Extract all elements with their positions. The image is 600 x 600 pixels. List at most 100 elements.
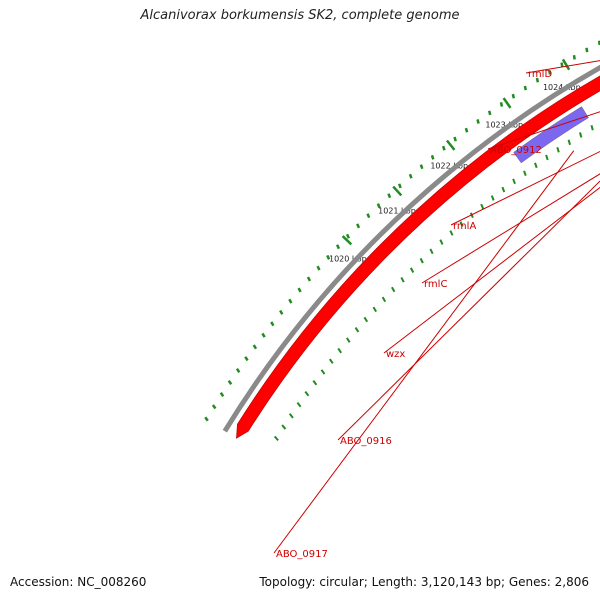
ring-dot	[487, 110, 492, 116]
ring-dot	[270, 321, 275, 327]
ring-dot	[376, 203, 381, 209]
inner-tick	[419, 257, 424, 264]
ring-dot	[511, 93, 516, 99]
ring-dot	[366, 213, 371, 219]
ring-dot	[408, 173, 413, 179]
ring-dot	[419, 164, 424, 170]
inner-tick	[400, 277, 405, 283]
callout-line	[525, 60, 600, 74]
ring-dot	[535, 77, 540, 83]
kbp-tick	[445, 139, 456, 151]
ring-dot	[453, 136, 457, 142]
kbp-tick	[561, 58, 571, 71]
outer-ticks	[341, 58, 571, 246]
gene-feature-band	[513, 106, 589, 164]
ring-dot	[523, 85, 527, 91]
inner-tick	[534, 162, 538, 169]
feature-track	[513, 106, 589, 164]
ring-dot	[279, 309, 284, 315]
ring-dot	[356, 223, 361, 229]
ring-dot	[297, 287, 302, 293]
inner-tick	[429, 248, 434, 255]
tick-labels: 1020 kbp 1021 kbp 1022 kbp 1023 kbp 1024 kbp…	[329, 83, 581, 264]
inner-tick	[281, 424, 287, 430]
ring-dot	[252, 344, 258, 350]
ring-dot	[244, 356, 249, 362]
inner-tick	[480, 203, 485, 210]
callout-line	[450, 150, 600, 226]
ring-dot	[548, 69, 552, 75]
ring-dot	[227, 379, 233, 385]
inner-tick	[391, 286, 396, 293]
ring-dot	[585, 47, 589, 53]
inner-tick	[439, 239, 444, 245]
kbp-tick-label: 1021 kbp	[378, 206, 416, 215]
ring-dot	[345, 233, 351, 239]
inner-tick	[273, 435, 279, 442]
callout-line	[273, 150, 575, 554]
inner-tick	[381, 296, 387, 303]
inner-tick	[459, 221, 464, 227]
ring-dot	[572, 54, 576, 60]
callout-line	[383, 186, 600, 354]
ring-dot	[441, 145, 446, 151]
inner-tick	[490, 195, 495, 201]
kbp-tick-label: 1022 kbp	[430, 162, 468, 171]
ring-dot	[499, 102, 504, 107]
inner-tick	[449, 230, 454, 236]
inner-tick	[523, 170, 527, 177]
ring-dot	[476, 119, 480, 124]
ring-dot	[211, 404, 217, 410]
ring-dot	[316, 265, 321, 271]
map-title: Alcanivorax borkumensis SK2, complete ge…	[0, 7, 600, 24]
inner-tick	[372, 306, 378, 313]
kbp-tick	[502, 97, 512, 109]
inner-tick	[304, 390, 310, 397]
gene-callouts: rmlD ABO_0912 rmlA rmlC wzx ABO_0916 ABO_0917	[273, 60, 600, 560]
inner-tick	[337, 347, 342, 354]
ring-dot	[387, 193, 392, 199]
ring-dot	[235, 368, 241, 373]
inner-tick	[556, 147, 560, 153]
inner-tick	[501, 186, 506, 193]
ring-dot	[204, 416, 209, 422]
map-title-text: Alcanivorax borkumensis SK2, complete ge…	[136, 7, 464, 24]
inner-tick	[578, 132, 583, 138]
ring-dot	[560, 62, 564, 68]
inner-tick	[312, 380, 318, 386]
ring-dot	[430, 154, 435, 160]
inner-tick	[409, 267, 415, 273]
callout-line	[337, 180, 600, 441]
kbp-tick-label: 1023 kbp	[485, 120, 523, 129]
ring-dot	[335, 244, 341, 250]
inner-tick	[545, 154, 549, 161]
ring-dot	[261, 332, 266, 338]
backbone-ring	[222, 64, 600, 433]
inner-tick	[320, 369, 326, 375]
gene-label: rmlD	[528, 69, 552, 80]
callout-line	[421, 173, 600, 284]
inner-tick	[288, 413, 294, 419]
ring-dot	[306, 276, 312, 282]
gene-label: ABO_0916	[340, 436, 392, 447]
accession-label: Accession: NC_008260	[8, 575, 149, 589]
inner-tick	[296, 402, 302, 408]
inner-tick	[363, 316, 369, 323]
kbp-tick-label: 1020 kbp	[329, 255, 367, 264]
dotted-ring	[204, 40, 600, 422]
gene-label: ABO_0917	[276, 549, 328, 560]
inner-tick	[354, 327, 360, 333]
ring-dot	[464, 127, 469, 133]
gene-label: ABO_0912	[490, 145, 542, 156]
inner-tick	[328, 358, 334, 364]
kbp-tick	[392, 185, 403, 197]
forward-gene-track	[236, 75, 600, 439]
gene-label: wzx	[386, 349, 405, 360]
inner-tick	[567, 139, 572, 146]
inner-tick	[345, 337, 351, 343]
inner-ticks	[273, 124, 594, 442]
inner-tick	[590, 124, 594, 131]
ring-dot	[326, 254, 331, 260]
gene-label: rmlC	[424, 279, 447, 290]
kbp-tick	[341, 235, 353, 246]
